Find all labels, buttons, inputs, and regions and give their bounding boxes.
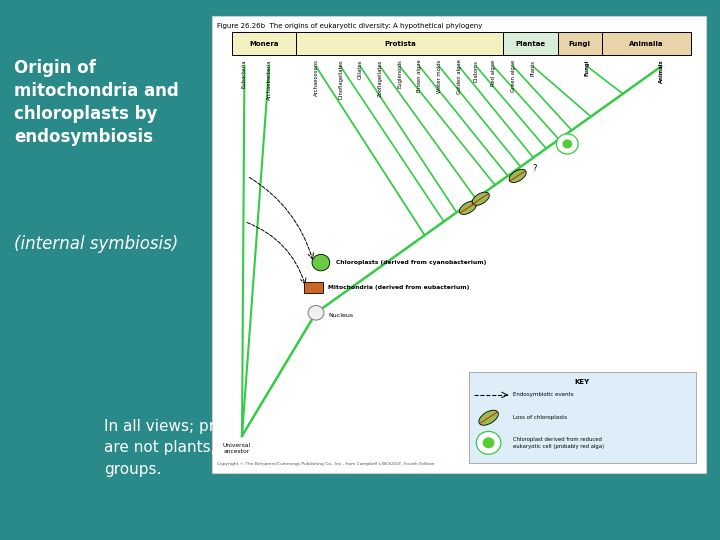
Ellipse shape [472, 192, 490, 205]
Text: Eubacteria: Eubacteria [242, 59, 247, 88]
Bar [557, 32, 602, 55]
Text: Euglenoids: Euglenoids [397, 59, 402, 89]
Text: ?: ? [532, 164, 537, 173]
Circle shape [308, 306, 324, 320]
Ellipse shape [459, 201, 477, 214]
Text: Animals: Animals [659, 59, 664, 83]
Text: Mitochondria (derived from eubacterium): Mitochondria (derived from eubacterium) [328, 285, 469, 290]
Bar [304, 282, 323, 293]
Text: Archaeozoans: Archaeozoans [313, 59, 318, 97]
Text: Water molds: Water molds [437, 59, 442, 93]
Bar [296, 32, 503, 55]
Text: Nucleus: Nucleus [328, 313, 354, 318]
Text: Loss of chloroplasts: Loss of chloroplasts [513, 415, 567, 420]
Text: Monera: Monera [249, 40, 279, 46]
Text: Plants: Plants [531, 59, 536, 76]
Text: KEY: KEY [575, 379, 590, 385]
Circle shape [476, 431, 501, 454]
Text: Zooflagellates: Zooflagellates [377, 59, 382, 97]
Circle shape [557, 134, 578, 154]
Circle shape [482, 437, 495, 448]
Text: Fungi: Fungi [569, 40, 591, 46]
Text: Archaebacteria: Archaebacteria [266, 59, 271, 100]
Text: Universal
ancestor: Universal ancestor [223, 443, 251, 454]
Text: Origin of
mitochondria and
chloroplasts by
endosymbiosis: Origin of mitochondria and chloroplasts … [14, 59, 179, 146]
Text: Protista: Protista [384, 40, 415, 46]
Text: Endosymbiotic events: Endosymbiotic events [513, 393, 574, 397]
Bar [232, 32, 296, 55]
Text: Green algae: Green algae [510, 59, 516, 92]
Text: Red algae: Red algae [491, 59, 496, 86]
Bar [212, 16, 706, 472]
Bar [602, 32, 690, 55]
Text: Dinoflagellates: Dinoflagellates [338, 59, 343, 99]
Text: Golden algae: Golden algae [456, 59, 462, 94]
Text: Copyright © The Benjamin/Cummings Publishing Co., Inc., from Campbell's BIOLOGY,: Copyright © The Benjamin/Cummings Publis… [217, 462, 435, 465]
Ellipse shape [479, 410, 498, 426]
Circle shape [562, 139, 572, 148]
Text: (internal symbiosis): (internal symbiosis) [14, 235, 179, 253]
Ellipse shape [509, 169, 526, 183]
Text: Animalia: Animalia [629, 40, 664, 46]
Text: In all views; protista a “grab bag” category – eucaryotes that
are not plants, a: In all views; protista a “grab bag” cate… [104, 418, 573, 477]
Bar [469, 372, 696, 463]
Text: Plantae: Plantae [516, 40, 546, 46]
Text: Diatoms: Diatoms [474, 59, 479, 82]
Text: Brown algae: Brown algae [417, 59, 422, 92]
Text: Chloroplast derived from reduced
eukaryotic cell (probably red alga): Chloroplast derived from reduced eukaryo… [513, 437, 604, 449]
Bar [503, 32, 557, 55]
Text: Fungi: Fungi [585, 59, 590, 76]
Text: Chloroplasts (derived from cyanobacterium): Chloroplasts (derived from cyanobacteriu… [336, 260, 486, 265]
Text: Ciliates: Ciliates [358, 59, 363, 79]
Circle shape [312, 254, 330, 271]
Text: Figure 26.26b  The origins of eukaryotic diversity: A hypothetical phylogeny: Figure 26.26b The origins of eukaryotic … [217, 23, 482, 29]
